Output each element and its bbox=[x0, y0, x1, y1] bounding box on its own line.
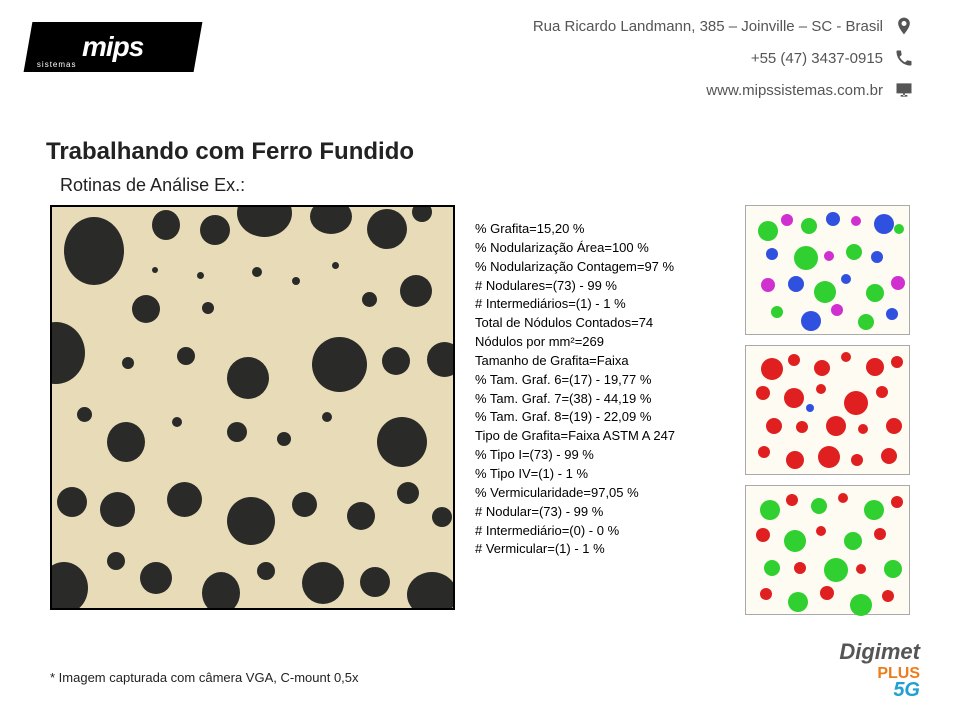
result-line: % Nodularização Área=100 % bbox=[475, 239, 735, 258]
analysis-results: % Grafita=15,20 %% Nodularização Área=10… bbox=[475, 220, 735, 559]
thumb-colored-2 bbox=[745, 345, 910, 475]
company-logo: mips sistemas bbox=[24, 22, 203, 72]
website-text: www.mipssistemas.com.br bbox=[706, 82, 883, 99]
location-pin-icon bbox=[893, 15, 915, 37]
result-line: # Intermediário=(0) - 0 % bbox=[475, 522, 735, 541]
result-line: # Nodular=(73) - 99 % bbox=[475, 503, 735, 522]
thumb-colored-3 bbox=[745, 485, 910, 615]
micrograph-image bbox=[50, 205, 455, 610]
footer-logo-main: Digimet bbox=[839, 639, 920, 665]
result-line: # Nodulares=(73) - 99 % bbox=[475, 277, 735, 296]
website-line: www.mipssistemas.com.br bbox=[533, 79, 915, 101]
phone-line: +55 (47) 3437-0915 bbox=[533, 47, 915, 69]
footer-product-logo: Digimet PLUS 5G bbox=[839, 639, 920, 702]
result-line: % Tam. Graf. 7=(38) - 44,19 % bbox=[475, 390, 735, 409]
result-line: % Nodularização Contagem=97 % bbox=[475, 258, 735, 277]
result-line: # Intermediários=(1) - 1 % bbox=[475, 295, 735, 314]
result-line: Total de Nódulos Contados=74 bbox=[475, 314, 735, 333]
footer-note: * Imagem capturada com câmera VGA, C-mou… bbox=[50, 670, 359, 685]
result-line: % Grafita=15,20 % bbox=[475, 220, 735, 239]
result-line: % Vermicularidade=97,05 % bbox=[475, 484, 735, 503]
page-subtitle: Rotinas de Análise Ex.: bbox=[60, 175, 245, 196]
result-line: Tamanho de Grafita=Faixa bbox=[475, 352, 735, 371]
result-line: Nódulos por mm²=269 bbox=[475, 333, 735, 352]
header-contact: Rua Ricardo Landmann, 385 – Joinville – … bbox=[533, 15, 915, 111]
monitor-icon bbox=[893, 79, 915, 101]
result-line: % Tam. Graf. 8=(19) - 22,09 % bbox=[475, 408, 735, 427]
result-line: % Tipo IV=(1) - 1 % bbox=[475, 465, 735, 484]
logo-subtext: sistemas bbox=[37, 60, 77, 69]
address-text: Rua Ricardo Landmann, 385 – Joinville – … bbox=[533, 18, 883, 35]
result-line: Tipo de Grafita=Faixa ASTM A 247 bbox=[475, 427, 735, 446]
thumb-colored-1 bbox=[745, 205, 910, 335]
result-line: # Vermicular=(1) - 1 % bbox=[475, 540, 735, 559]
phone-text: +55 (47) 3437-0915 bbox=[751, 50, 883, 67]
phone-icon bbox=[893, 47, 915, 69]
address-line: Rua Ricardo Landmann, 385 – Joinville – … bbox=[533, 15, 915, 37]
result-line: % Tipo I=(73) - 99 % bbox=[475, 446, 735, 465]
page-title: Trabalhando com Ferro Fundido bbox=[46, 138, 414, 166]
result-line: % Tam. Graf. 6=(17) - 19,77 % bbox=[475, 371, 735, 390]
logo-text: mips bbox=[82, 31, 143, 63]
